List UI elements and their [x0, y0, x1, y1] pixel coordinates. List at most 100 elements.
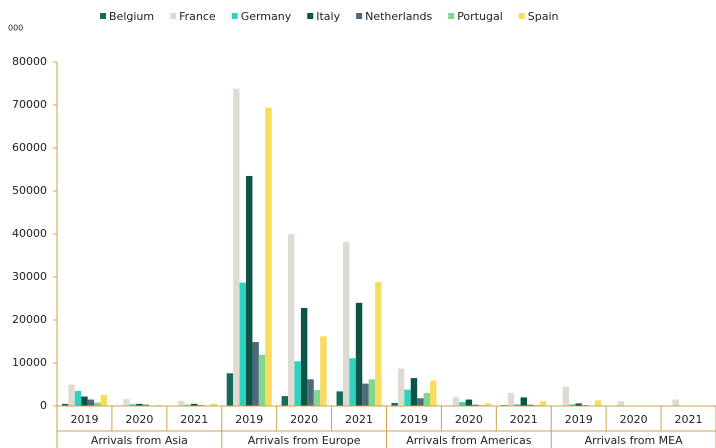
bar: [562, 386, 570, 406]
x-tick-label: 2020: [290, 413, 318, 426]
bar: [94, 402, 101, 406]
legend-label: Netherlands: [365, 10, 432, 23]
y-tick-label: 40000: [12, 227, 47, 240]
bar: [520, 397, 528, 406]
bar: [594, 400, 602, 406]
bar: [245, 175, 253, 406]
bar: [391, 402, 398, 406]
bar: [226, 373, 234, 406]
bar: [355, 302, 363, 406]
legend-label: Spain: [528, 10, 559, 23]
x-tick-label: 2019: [400, 413, 428, 426]
bar: [368, 379, 376, 406]
bar: [397, 368, 405, 406]
y-tick-label: 10000: [12, 356, 47, 369]
bar: [87, 399, 95, 406]
legend-swatch: [518, 13, 525, 19]
unit-label: 000: [8, 24, 23, 33]
bar: [484, 403, 492, 406]
bar: [569, 404, 576, 406]
bar: [288, 234, 295, 406]
x-tick-label: 2021: [510, 413, 538, 426]
bar: [375, 282, 382, 406]
bar: [294, 361, 301, 406]
group-label: Arrivals from Americas: [406, 434, 531, 447]
bar: [239, 282, 246, 406]
bar: [191, 403, 198, 406]
bar: [61, 403, 69, 406]
bar: [210, 403, 217, 406]
bar: [539, 401, 547, 406]
bar: [258, 354, 266, 406]
bar: [417, 398, 424, 406]
bar: [404, 389, 411, 406]
bar: [123, 399, 130, 406]
bar: [281, 396, 289, 406]
legend-swatch: [448, 13, 455, 19]
bar: [320, 336, 327, 406]
bar: [342, 241, 350, 406]
x-tick-label: 2019: [565, 413, 593, 426]
y-tick-label: 80000: [12, 55, 47, 68]
bar: [129, 404, 137, 406]
legend-label: Germany: [241, 10, 292, 23]
x-tick-label: 2020: [125, 413, 153, 426]
bar: [514, 404, 521, 406]
bar: [672, 399, 679, 406]
bar: [410, 378, 418, 406]
y-tick-label: 0: [40, 399, 47, 412]
group-label: Arrivals from Asia: [91, 434, 188, 447]
legend-label: France: [179, 10, 216, 23]
legend-label: Portugal: [457, 10, 503, 23]
legend-swatch: [100, 13, 106, 19]
bar: [430, 380, 437, 406]
group-label: Arrivals from Europe: [248, 434, 361, 447]
bar: [575, 403, 582, 406]
bar: [313, 390, 321, 406]
bar: [300, 307, 308, 406]
bar: [336, 391, 343, 406]
bar: [233, 88, 240, 406]
y-tick-label: 20000: [12, 313, 47, 326]
y-tick-label: 70000: [12, 98, 47, 111]
x-tick-label: 2020: [620, 413, 648, 426]
bar: [178, 400, 185, 406]
bar: [472, 404, 479, 406]
bar: [74, 390, 82, 406]
bar: [252, 341, 259, 406]
x-tick-label: 2021: [180, 413, 208, 426]
group-label: Arrivals from MEA: [585, 434, 684, 447]
legend-swatch: [356, 13, 363, 19]
x-tick-label: 2019: [70, 413, 98, 426]
y-tick-label: 30000: [12, 270, 47, 283]
bar: [459, 402, 466, 406]
y-tick-label: 60000: [12, 141, 47, 154]
bar: [100, 394, 107, 406]
bar: [362, 383, 369, 406]
legend-swatch: [307, 13, 314, 19]
bar: [349, 358, 356, 406]
legend-label: Belgium: [109, 10, 154, 23]
bar: [81, 396, 88, 406]
bar: [184, 404, 192, 406]
bar: [307, 379, 314, 406]
bar: [423, 393, 431, 406]
legend-label: Italy: [316, 10, 340, 23]
bar: [617, 401, 624, 406]
legend-swatch: [231, 13, 238, 19]
y-tick-label: 50000: [12, 184, 47, 197]
x-tick-label: 2019: [235, 413, 263, 426]
x-tick-label: 2021: [675, 413, 703, 426]
bar: [265, 107, 272, 406]
bar: [142, 404, 150, 406]
x-tick-label: 2020: [455, 413, 483, 426]
bar: [68, 384, 75, 406]
bar: [507, 393, 515, 406]
bar: [136, 403, 143, 406]
bar: [452, 396, 460, 406]
bar: [465, 399, 473, 406]
legend-swatch: [170, 13, 177, 19]
x-tick-label: 2021: [345, 413, 373, 426]
bar: [527, 404, 534, 406]
